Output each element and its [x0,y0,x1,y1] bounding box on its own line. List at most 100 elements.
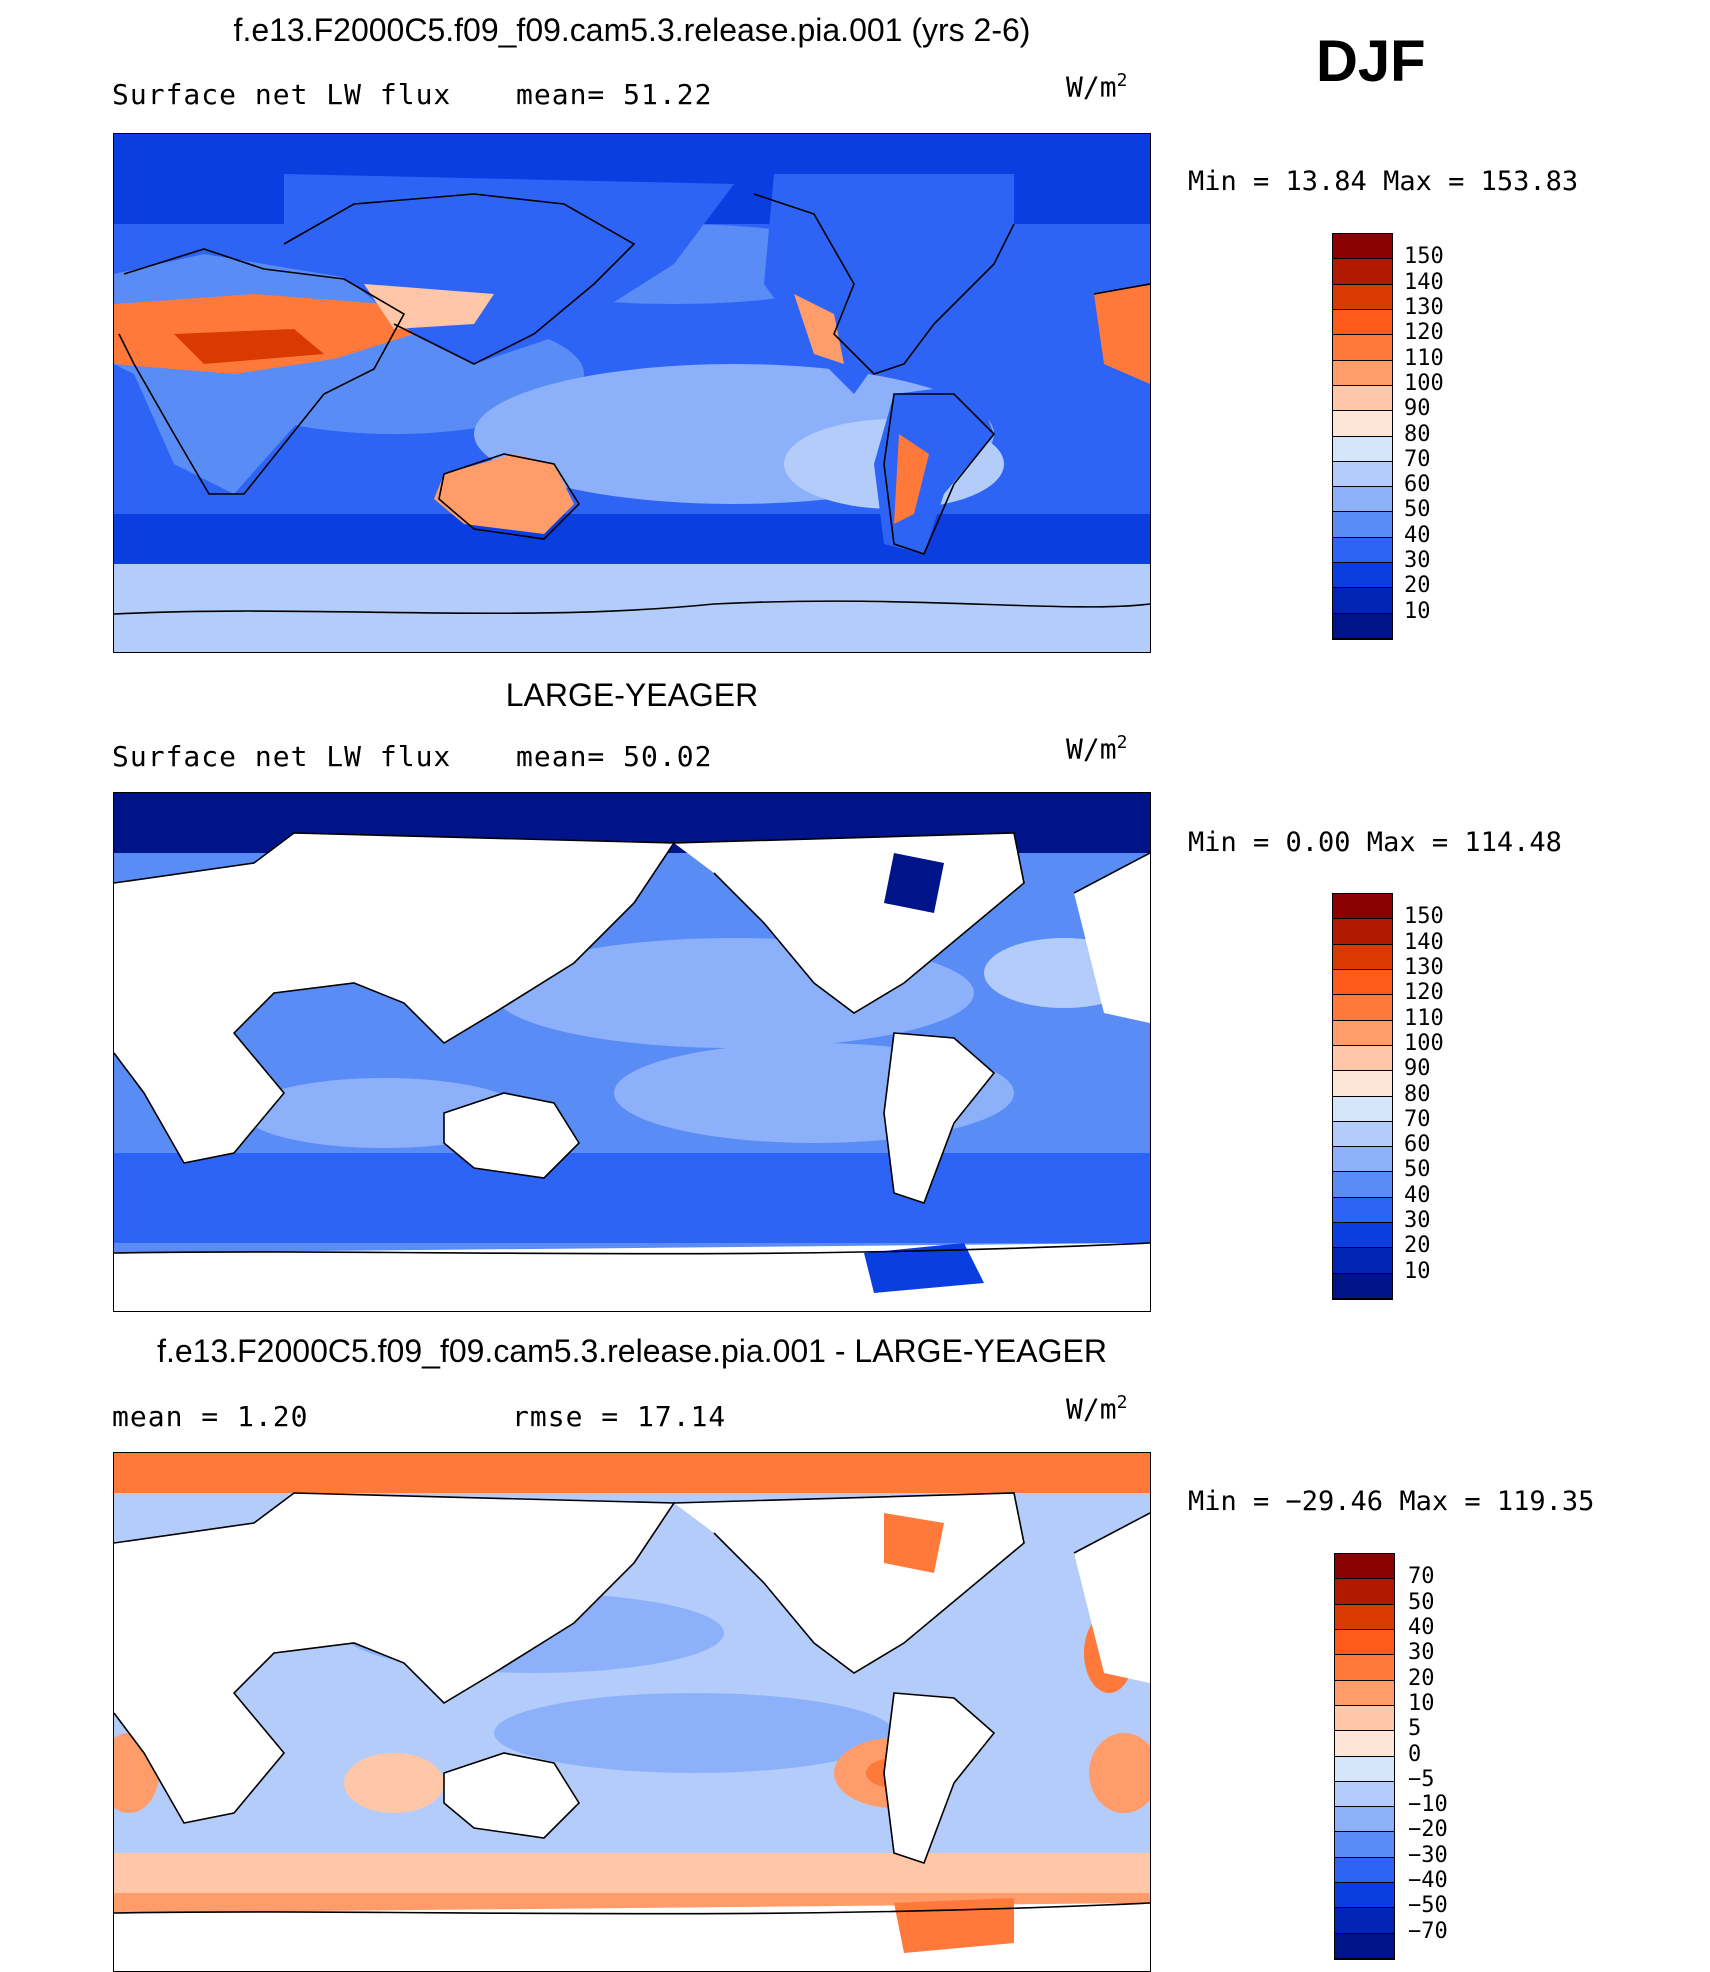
colorbar-cell [1333,563,1392,589]
colorbar-cell [1333,461,1392,488]
panel-1-title: f.e13.F2000C5.f09_f09.cam5.3.release.pia… [233,12,1031,48]
colorbar-cell [1333,436,1392,462]
colorbar-cell [1335,1629,1394,1656]
colorbar-level-label: 70 [1404,446,1431,472]
panel-2-title: LARGE-YEAGER [505,677,759,713]
colorbar-cell [1333,411,1392,437]
colorbar-cell [1333,1172,1392,1198]
panel-2-colorbar [1332,893,1393,1300]
colorbar-level-label: 40 [1404,1182,1431,1208]
colorbar-level-label: 150 [1404,904,1444,930]
colorbar-level-label: 130 [1404,954,1444,980]
panel-2-mean-label: mean= 50.02 [516,740,713,773]
colorbar-level-label: 120 [1404,980,1444,1006]
colorbar-level-label: 140 [1404,929,1444,955]
colorbar-level-label: −20 [1408,1817,1448,1843]
colorbar-level-label: 80 [1404,1081,1431,1107]
colorbar-cell [1335,1680,1394,1706]
panel-1-minmax: Min = 13.84 Max = 153.83 [1188,166,1579,197]
colorbar-level-label: 90 [1404,396,1431,422]
colorbar-cell [1333,944,1392,970]
colorbar-level-label: 20 [1404,573,1431,599]
colorbar-cell [1335,1554,1394,1580]
colorbar-cell [1333,1197,1392,1224]
colorbar-level-label: 40 [1404,522,1431,548]
colorbar-level-label: 10 [1404,1258,1431,1284]
colorbar-cell [1333,284,1392,310]
colorbar-level-label: 110 [1404,345,1444,371]
colorbar-level-label: 120 [1404,320,1444,346]
colorbar-cell [1335,1655,1394,1681]
panel-3-mean-label: mean = 1.20 [112,1400,309,1433]
colorbar-cell [1333,234,1392,260]
colorbar-cell [1333,1045,1392,1072]
panel-1-map [113,133,1151,653]
panel-1-colorbar [1332,233,1393,640]
colorbar-cell [1333,588,1392,614]
colorbar-level-label: −50 [1408,1893,1448,1919]
colorbar-cell [1333,1071,1392,1097]
colorbar-cell [1335,1807,1394,1833]
colorbar-level-label: 10 [1408,1690,1435,1716]
colorbar-level-label: 60 [1404,472,1431,498]
colorbar-cell [1333,1121,1392,1148]
colorbar-level-label: 100 [1404,1030,1444,1056]
colorbar-cell [1333,1223,1392,1249]
colorbar-cell [1335,1705,1394,1732]
colorbar-cell [1335,1857,1394,1884]
panel-2-units: W/m2 [1066,732,1128,766]
colorbar-cell [1333,335,1392,361]
colorbar-cell [1335,1731,1394,1757]
colorbar-level-label: 20 [1408,1665,1435,1691]
colorbar-cell [1333,309,1392,336]
colorbar-cell [1335,1781,1394,1808]
panel-3-minmax: Min = −29.46 Max = 119.35 [1188,1486,1595,1517]
colorbar-level-label: 150 [1404,244,1444,270]
colorbar-level-label: 60 [1404,1132,1431,1158]
panel-2-minmax: Min = 0.00 Max = 114.48 [1188,827,1562,858]
panel-1-units: W/m2 [1066,70,1128,104]
colorbar-level-label: −70 [1408,1918,1448,1944]
colorbar-level-label: 130 [1404,294,1444,320]
colorbar-level-label: 20 [1404,1233,1431,1259]
colorbar-level-label: 90 [1404,1056,1431,1082]
colorbar-cell [1333,1248,1392,1274]
colorbar-level-label: 70 [1408,1564,1435,1590]
colorbar-cell [1333,1096,1392,1122]
colorbar-cell [1335,1604,1394,1630]
colorbar-level-label: −30 [1408,1842,1448,1868]
panel-3-title: f.e13.F2000C5.f09_f09.cam5.3.release.pia… [157,1333,1107,1369]
panel-3-rmse-label: rmse = 17.14 [512,1400,727,1433]
colorbar-cell [1333,512,1392,538]
colorbar-level-label: 100 [1404,370,1444,396]
observed-flux-map [114,793,1150,1311]
season-label: DJF [1316,29,1426,94]
panel-3-units: W/m2 [1066,1392,1128,1426]
colorbar-level-label: 50 [1404,497,1431,523]
colorbar-cell [1333,969,1392,996]
colorbar-cell [1335,1756,1394,1782]
panel-3-map [113,1452,1151,1972]
colorbar-level-label: −5 [1408,1766,1435,1792]
colorbar-level-label: 30 [1404,548,1431,574]
colorbar-cell [1335,1832,1394,1858]
colorbar-level-label: 0 [1408,1741,1422,1767]
panel-2-map [113,792,1151,1312]
panel-1-variable-label: Surface net LW flux [112,78,452,111]
colorbar-cell [1335,1579,1394,1605]
colorbar-level-label: 30 [1408,1640,1435,1666]
colorbar-cell [1335,1933,1394,1959]
colorbar-cell [1333,919,1392,945]
colorbar-level-label: 30 [1404,1208,1431,1234]
colorbar-level-label: 40 [1408,1614,1435,1640]
colorbar-cell [1333,613,1392,639]
model-flux-map [114,134,1150,652]
colorbar-cell [1333,360,1392,386]
colorbar-level-label: 140 [1404,269,1444,295]
colorbar-cell [1335,1908,1394,1934]
colorbar-level-label: 10 [1404,598,1431,624]
colorbar-cell [1333,995,1392,1021]
colorbar-cell [1333,894,1392,920]
colorbar-cell [1333,487,1392,513]
colorbar-cell [1333,1147,1392,1173]
